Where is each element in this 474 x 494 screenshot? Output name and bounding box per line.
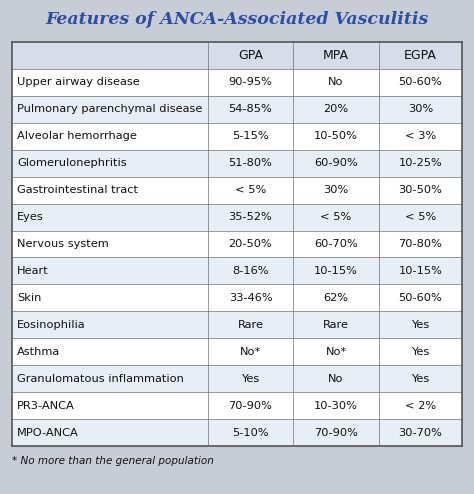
Text: < 3%: < 3% [405,131,436,141]
Text: No*: No* [240,347,261,357]
Bar [12,42,462,69]
Text: 51-80%: 51-80% [228,158,273,168]
Bar [12,123,462,150]
Text: 54-85%: 54-85% [228,104,273,114]
Text: Pulmonary parenchymal disease: Pulmonary parenchymal disease [17,104,202,114]
Text: No: No [328,373,344,384]
Text: 90-95%: 90-95% [228,78,273,87]
Text: Heart: Heart [17,266,49,276]
Text: 70-90%: 70-90% [314,427,358,438]
Text: Rare: Rare [237,320,264,330]
Bar [12,204,462,231]
Text: No*: No* [326,347,346,357]
Text: 10-25%: 10-25% [399,158,442,168]
Text: 60-70%: 60-70% [314,239,358,249]
Text: Asthma: Asthma [17,347,60,357]
Text: Rare: Rare [323,320,349,330]
Text: < 5%: < 5% [405,212,436,222]
Text: 50-60%: 50-60% [399,293,442,303]
Text: 10-50%: 10-50% [314,131,358,141]
Text: < 5%: < 5% [235,185,266,195]
Text: MPA: MPA [323,49,349,62]
Text: Granulomatous inflammation: Granulomatous inflammation [17,373,184,384]
Text: 70-90%: 70-90% [228,401,273,411]
Text: PR3-ANCA: PR3-ANCA [17,401,75,411]
Text: 8-16%: 8-16% [232,266,269,276]
Text: Eosinophilia: Eosinophilia [17,320,86,330]
Text: Yes: Yes [411,373,429,384]
Text: 70-80%: 70-80% [399,239,442,249]
Text: 50-60%: 50-60% [399,78,442,87]
Text: Upper airway disease: Upper airway disease [17,78,140,87]
Bar [12,177,462,204]
Text: Yes: Yes [411,320,429,330]
Text: 35-52%: 35-52% [228,212,273,222]
Bar [12,419,462,446]
Text: 10-15%: 10-15% [399,266,442,276]
Text: * No more than the general population: * No more than the general population [12,456,214,466]
Text: 33-46%: 33-46% [228,293,272,303]
Bar [12,257,462,285]
Text: Alveolar hemorrhage: Alveolar hemorrhage [17,131,137,141]
Text: < 2%: < 2% [405,401,436,411]
Text: 30%: 30% [323,185,348,195]
Text: < 5%: < 5% [320,212,352,222]
Text: 30%: 30% [408,104,433,114]
Text: GPA: GPA [238,49,263,62]
Bar [12,338,462,365]
Text: Glomerulonephritis: Glomerulonephritis [17,158,127,168]
Bar [12,392,462,419]
Text: 20-50%: 20-50% [228,239,273,249]
Text: 30-70%: 30-70% [399,427,442,438]
Bar [12,96,462,123]
Text: Features of ANCA-Associated Vasculitis: Features of ANCA-Associated Vasculitis [46,11,428,28]
Text: 20%: 20% [323,104,348,114]
Text: Yes: Yes [411,347,429,357]
Bar [12,311,462,338]
Text: Gastrointestinal tract: Gastrointestinal tract [17,185,138,195]
Text: MPO-ANCA: MPO-ANCA [17,427,79,438]
Text: No: No [328,78,344,87]
Bar [12,285,462,311]
Text: Skin: Skin [17,293,41,303]
Text: EGPA: EGPA [404,49,437,62]
Text: Eyes: Eyes [17,212,44,222]
Text: 5-15%: 5-15% [232,131,269,141]
Bar [12,150,462,177]
Bar [12,231,462,257]
Text: Nervous system: Nervous system [17,239,109,249]
Text: 30-50%: 30-50% [399,185,442,195]
Text: Yes: Yes [241,373,260,384]
Text: 10-30%: 10-30% [314,401,358,411]
Text: 62%: 62% [323,293,348,303]
Bar [12,69,462,96]
Text: 60-90%: 60-90% [314,158,358,168]
Bar [12,365,462,392]
Text: 5-10%: 5-10% [232,427,269,438]
Text: 10-15%: 10-15% [314,266,358,276]
